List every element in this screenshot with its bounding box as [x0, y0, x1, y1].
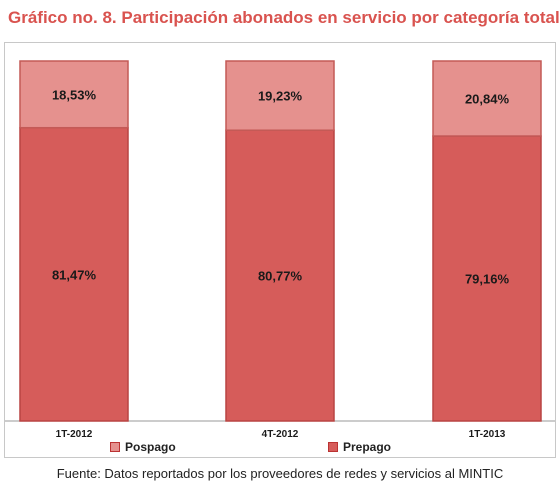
- legend-item-pospago: Pospago: [110, 440, 176, 454]
- legend-label-prepago: Prepago: [343, 440, 392, 454]
- data-label-pospago: 19,23%: [258, 89, 303, 104]
- bar-prepago: [432, 135, 542, 422]
- bar-pospago: [19, 60, 129, 129]
- chart-title: Gráfico no. 8. Participación abonados en…: [8, 8, 560, 27]
- data-label-pospago: 20,84%: [465, 92, 510, 107]
- x-tick-label: 1T-2013: [469, 429, 506, 440]
- data-label-prepago: 79,16%: [465, 272, 510, 287]
- legend: Pospago Prepago: [0, 440, 560, 458]
- source-note: Fuente: Datos reportados por los proveed…: [56, 466, 504, 481]
- x-tick-label: 1T-2012: [56, 429, 93, 440]
- bar-prepago: [19, 126, 129, 422]
- bar-pospago: [225, 60, 335, 131]
- data-label-prepago: 81,47%: [52, 267, 97, 282]
- x-tick-label: 4T-2012: [262, 429, 299, 440]
- chart-area: 81,47% 18,53% 1T-2012 80,77% 19,23% 4T-2012 79…: [4, 42, 556, 458]
- data-label-pospago: 18,53%: [52, 87, 97, 102]
- legend-swatch-pospago: [110, 442, 120, 452]
- stacked-bar-chart: 81,47% 18,53% 1T-2012 80,77% 19,23% 4T-2012 79…: [5, 60, 555, 440]
- legend-swatch-prepago: [328, 442, 338, 452]
- bar-pospago: [432, 60, 542, 137]
- legend-item-prepago: Prepago: [328, 440, 391, 454]
- data-label-prepago: 80,77%: [258, 269, 303, 284]
- legend-label-pospago: Pospago: [125, 440, 176, 454]
